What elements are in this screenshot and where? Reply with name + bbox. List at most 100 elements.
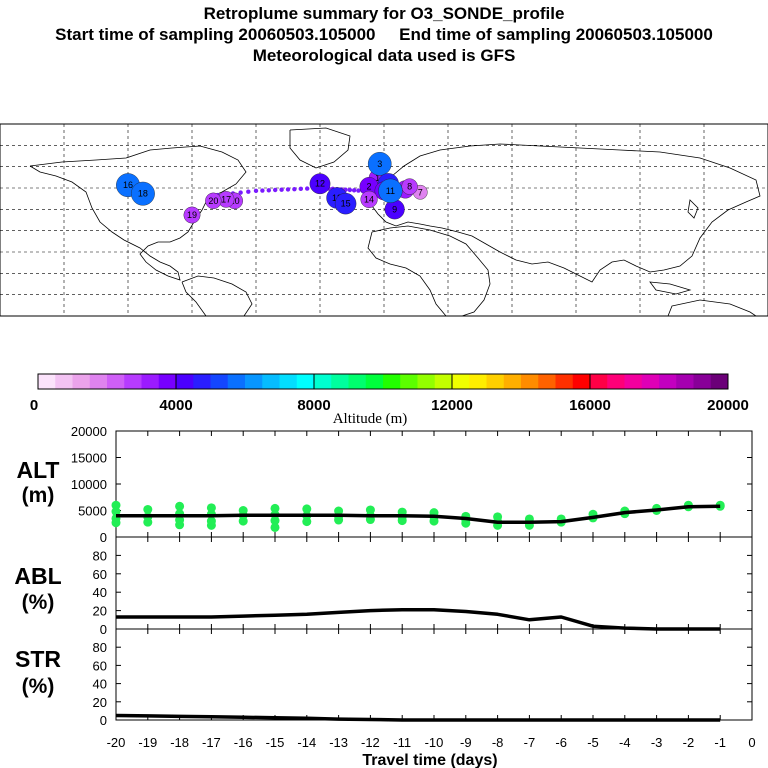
colorbar-tick-label: 16000: [569, 397, 611, 414]
plume-label: 12: [315, 179, 325, 189]
colorbar-tick-label: 8000: [297, 397, 330, 414]
coast-indonesia: [649, 281, 692, 295]
x-tick-label: -11: [393, 735, 411, 750]
plume-label: 9: [392, 204, 397, 214]
altitude-colorbar: [37, 373, 729, 390]
panel-alt: 0 5000 10000 15000 20000: [71, 424, 753, 545]
x-tick-label: -16: [234, 735, 253, 750]
x-tick-label: -8: [492, 735, 504, 750]
x-tick-label: -1: [714, 735, 726, 750]
trail-dot: [356, 188, 361, 193]
colorbar-tick-label: 0: [30, 397, 38, 414]
colorbar-swatch: [245, 374, 263, 389]
scatter-point: [111, 507, 121, 517]
plume-marker: 8: [401, 178, 418, 195]
scatter-point: [461, 518, 471, 528]
scatter-point: [111, 518, 121, 528]
met-data-note: Meteorological data used is GFS: [252, 46, 516, 65]
scatter-point: [111, 500, 121, 510]
colorbar-swatch: [641, 374, 660, 389]
scatter-point: [429, 516, 439, 526]
colorbar-swatch: [141, 374, 160, 389]
scatter-point: [238, 516, 248, 526]
colorbar-tick-label: 12000: [431, 397, 473, 414]
colorbar-swatch: [296, 374, 315, 389]
plume-circle: [378, 178, 403, 204]
scatter-point: [270, 516, 280, 526]
colorbar-swatch: [555, 374, 574, 389]
plume-circle: [367, 152, 392, 176]
colorbar-swatch: [210, 374, 229, 389]
colorbar-swatch: [503, 374, 522, 389]
plume-label: 1: [375, 173, 380, 183]
x-tick-label: -7: [524, 735, 536, 750]
colorbar-swatch: [72, 374, 91, 389]
trail-dot: [246, 189, 251, 194]
coastlines: [29, 127, 761, 316]
colorbar-tick-label: 4000: [159, 397, 192, 414]
y-tick-label: 20: [93, 604, 107, 619]
x-axis-title: Travel time (days): [362, 752, 497, 768]
plume-marker: 15: [334, 192, 357, 215]
colorbar-swatch: [400, 374, 418, 389]
colorbar-swatch: [55, 374, 73, 389]
x-tick-label: -19: [138, 735, 157, 750]
plume-circle: [334, 192, 357, 215]
colorbar-swatch: [538, 374, 556, 389]
colorbar-swatch: [434, 374, 453, 389]
plume-label: 19: [187, 210, 197, 220]
x-tick-label: -14: [297, 735, 316, 750]
trail-dot: [260, 188, 265, 193]
x-tick-label: -3: [651, 735, 663, 750]
plume-marker: 14: [360, 190, 378, 208]
coast-north-america: [29, 145, 247, 281]
plume-label: 8: [407, 182, 412, 192]
x-tick-label: -18: [170, 735, 189, 750]
plume-marker: 20: [205, 192, 222, 210]
scatter-point: [715, 501, 725, 511]
str-label: STR: [15, 646, 61, 672]
plume-circle: [183, 206, 201, 224]
colorbar-swatch: [89, 374, 108, 389]
coast-south-america: [181, 275, 253, 316]
colorbar-swatch: [365, 374, 384, 389]
time-series-panels: ALT (m) ABL (%) STR (%) Travel time (day…: [14, 424, 755, 768]
scatter-point: [206, 520, 216, 530]
colorbar-swatch: [227, 374, 246, 389]
plume-label: 20: [208, 196, 218, 206]
colorbar-swatch: [279, 374, 298, 389]
colorbar-swatch: [262, 374, 280, 389]
colorbar-swatch: [107, 374, 125, 389]
colorbar-swatch: [607, 374, 625, 389]
plume-label: 7: [418, 187, 423, 197]
plume-marker: 18: [131, 181, 155, 206]
colorbar-swatch: [486, 374, 505, 389]
colorbar-tick-label: 20000: [707, 397, 749, 414]
plume-markers: 1234567891011121314151617181920: [116, 152, 428, 224]
x-tick-label: 0: [748, 735, 755, 750]
colorbar-swatch: [417, 374, 436, 389]
plume-circle: [131, 181, 155, 206]
trail-dot: [253, 188, 259, 194]
trail-dot: [238, 190, 243, 195]
y-tick-label: 10000: [71, 477, 107, 492]
sampling-times: Start time of sampling 20060503.105000 E…: [55, 25, 713, 44]
y-tick-label: 0: [100, 530, 107, 545]
plume-marker: 19: [183, 206, 201, 224]
y-tick-label: 0: [100, 622, 107, 637]
plume-label: 3: [377, 159, 382, 169]
plume-marker: 11: [378, 178, 403, 204]
x-tick-label: -13: [329, 735, 348, 750]
scatter-point: [397, 516, 407, 526]
y-tick-label: 15000: [71, 451, 107, 466]
plume-label: 18: [138, 189, 148, 199]
abl-label: ABL: [14, 563, 61, 589]
panel-frame: [115, 536, 753, 630]
scatter-point: [206, 503, 216, 513]
plume-marker: 3: [367, 152, 392, 176]
plume-label: 2: [367, 182, 372, 192]
scatter-point: [175, 520, 185, 530]
colorbar-swatch: [676, 374, 694, 389]
colorbar-swatch: [158, 374, 177, 389]
